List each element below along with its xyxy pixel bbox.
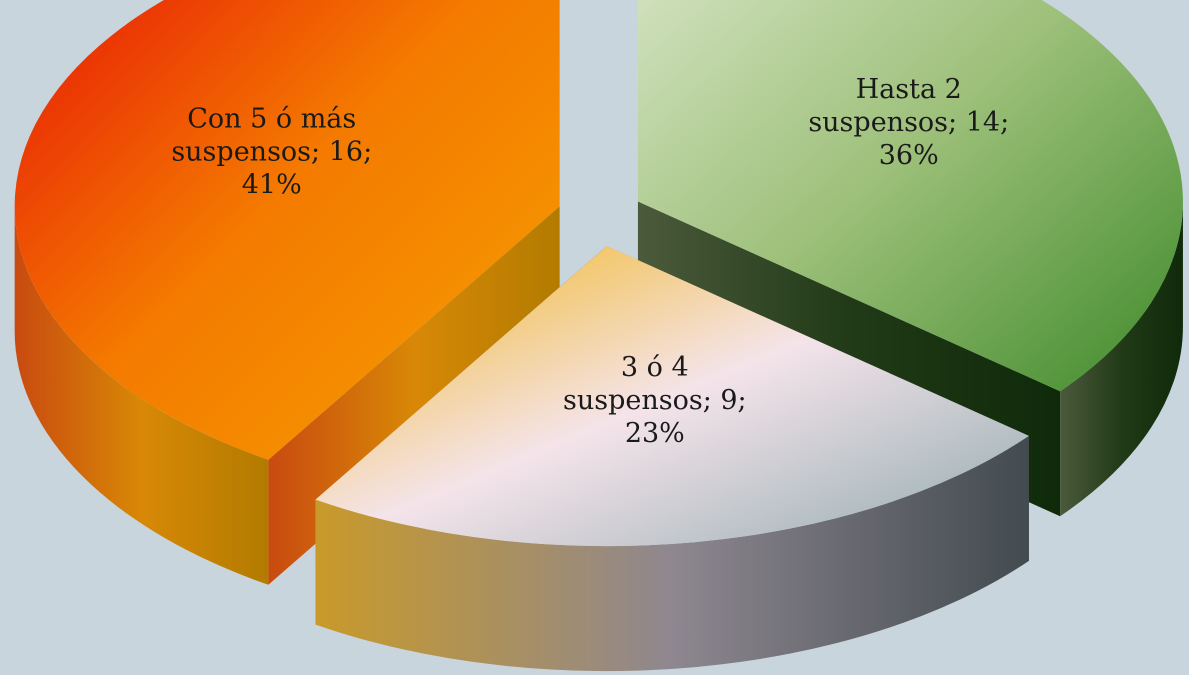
pie-slice-label-line: 36%: [879, 140, 939, 171]
pie-slice-2-top: [14, 0, 560, 460]
pie-slice-label-line: suspensos; 9;: [563, 385, 747, 416]
pie-slice-label-line: 3 ó 4: [621, 352, 689, 383]
pie-slice-label-1: 3 ó 4 suspensos; 9; 23%: [563, 352, 747, 449]
pie-slice-1-top: [315, 246, 1029, 547]
pie-slice-2-rim: [14, 206, 269, 585]
pie-slice-0-rim: [1060, 201, 1183, 517]
pie-slice-label-line: suspensos; 14;: [808, 107, 1009, 138]
pie-slice-label-0: Hasta 2 suspensos; 14; 36%: [808, 74, 1009, 171]
pie-slice-1-rim: [315, 435, 1029, 672]
pie-slice-label-line: Con 5 ó más: [187, 103, 356, 134]
pie-slice-0-top: [637, 0, 1183, 392]
pie-slice-label-line: 23%: [625, 418, 685, 449]
pie-slice-label-line: Hasta 2: [856, 74, 962, 105]
pie-slice-label-line: 41%: [242, 169, 302, 200]
pie-slice-label-2: Con 5 ó más suspensos; 16; 41%: [171, 103, 372, 200]
pie-slice-1: [315, 246, 1029, 672]
pie-slice-label-line: suspensos; 16;: [171, 136, 372, 167]
